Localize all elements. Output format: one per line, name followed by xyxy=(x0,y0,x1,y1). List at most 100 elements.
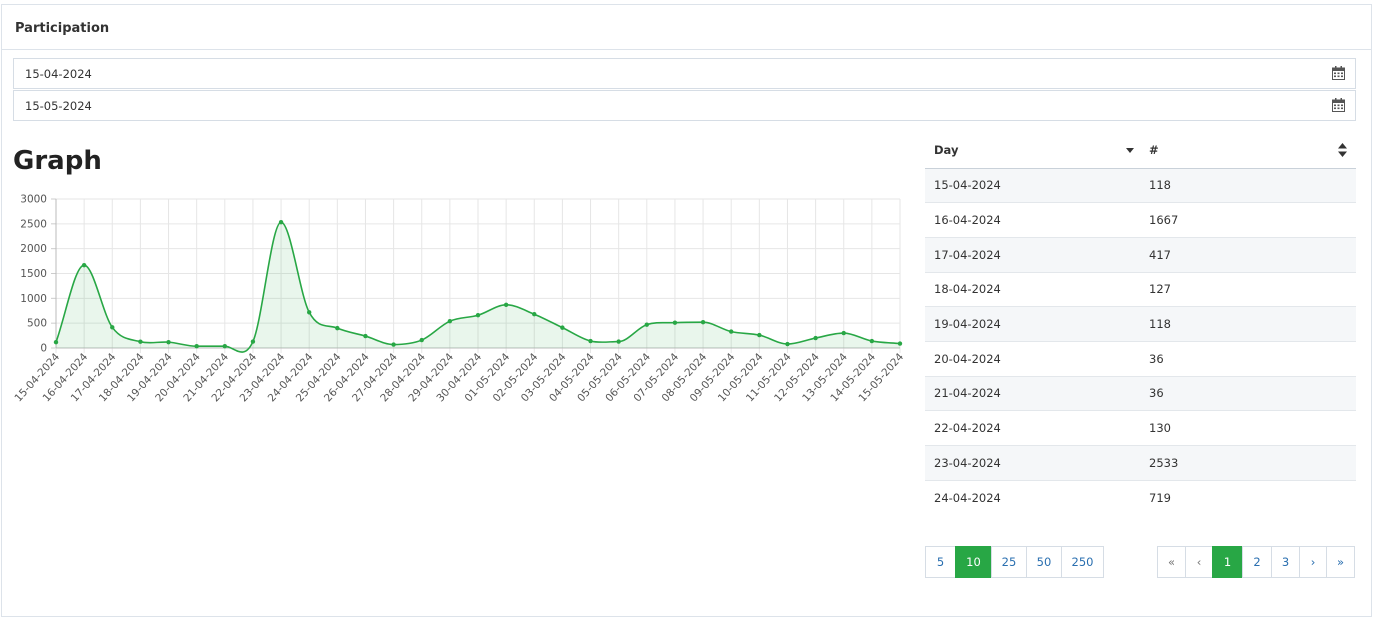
count-column-header[interactable]: # xyxy=(1140,132,1356,169)
count-cell: 719 xyxy=(1140,479,1356,515)
y-tick-label: 0 xyxy=(40,343,47,355)
data-point xyxy=(785,341,790,347)
page-button[interactable]: 2 xyxy=(1242,546,1272,578)
to-date-value: 15-05-2024 xyxy=(25,99,92,113)
first-page-button[interactable]: « xyxy=(1157,546,1186,578)
next-page-button[interactable]: › xyxy=(1299,546,1327,578)
data-point xyxy=(335,325,340,331)
graph-title: Graph xyxy=(13,146,102,176)
panel-title: Participation xyxy=(15,21,110,36)
data-point xyxy=(194,344,199,349)
panel-header: Participation xyxy=(2,5,1371,50)
day-header-label: Day xyxy=(934,142,959,157)
data-point xyxy=(813,335,818,341)
page-size-selector: 5 10 25 50 250 xyxy=(925,546,1104,578)
data-point xyxy=(672,320,678,325)
data-point xyxy=(447,318,453,324)
data-point xyxy=(419,337,424,343)
y-tick-label: 1500 xyxy=(20,268,47,280)
data-point xyxy=(138,339,143,344)
data-point xyxy=(757,332,762,338)
day-cell: 20-04-2024 xyxy=(925,340,1140,377)
data-point xyxy=(110,325,115,330)
table-body: 15-04-2024 118 16-04-2024 1667 17-04-2024 417… xyxy=(925,167,1356,515)
data-point xyxy=(250,339,256,344)
table-row: 24-04-2024 719 xyxy=(925,479,1356,515)
data-point xyxy=(897,341,903,346)
to-date-field[interactable]: 15-05-2024 xyxy=(13,90,1356,121)
last-page-button[interactable]: » xyxy=(1326,546,1355,578)
y-tick-label: 2500 xyxy=(20,218,47,230)
data-point xyxy=(307,310,312,315)
data-point xyxy=(222,344,227,349)
y-tick-label: 3000 xyxy=(20,194,47,206)
table-row: 22-04-2024 130 xyxy=(925,410,1356,446)
table-row: 20-04-2024 36 xyxy=(925,340,1356,377)
data-point xyxy=(475,313,481,318)
page-button[interactable]: 1 xyxy=(1212,546,1243,578)
calendar-icon[interactable] xyxy=(1332,66,1345,80)
data-point xyxy=(363,333,368,339)
data-point xyxy=(532,312,537,317)
page-button[interactable]: 3 xyxy=(1271,546,1300,578)
data-point xyxy=(391,342,396,347)
area-fill xyxy=(56,222,900,353)
page-size-option[interactable]: 50 xyxy=(1026,546,1062,578)
table-row: 23-04-2024 2533 xyxy=(925,445,1356,481)
count-cell: 36 xyxy=(1140,375,1356,411)
data-point xyxy=(700,319,706,325)
calendar-icon[interactable] xyxy=(1332,98,1345,112)
sort-descending-icon xyxy=(1126,148,1134,153)
count-cell: 417 xyxy=(1140,236,1356,273)
count-cell: 36 xyxy=(1140,340,1356,377)
data-point xyxy=(81,263,87,268)
data-point xyxy=(53,339,59,345)
sort-icon xyxy=(1338,143,1347,157)
data-point xyxy=(278,219,284,225)
day-cell: 21-04-2024 xyxy=(925,375,1140,411)
data-point xyxy=(166,339,171,345)
day-cell: 23-04-2024 xyxy=(925,445,1140,481)
data-point xyxy=(729,329,734,334)
table-row: 15-04-2024 118 xyxy=(925,167,1356,203)
table-row: 16-04-2024 1667 xyxy=(925,202,1356,238)
count-header-label: # xyxy=(1149,142,1159,157)
data-point xyxy=(503,302,509,307)
day-cell: 19-04-2024 xyxy=(925,306,1140,342)
table-row: 21-04-2024 36 xyxy=(925,375,1356,411)
table-row: 18-04-2024 127 xyxy=(925,271,1356,307)
table-header-row: Day # xyxy=(925,132,1356,169)
count-cell: 2533 xyxy=(1140,445,1356,481)
y-tick-label: 1000 xyxy=(20,293,47,305)
data-point xyxy=(560,325,565,330)
page-size-option[interactable]: 250 xyxy=(1061,546,1104,578)
page-size-option[interactable]: 25 xyxy=(991,546,1027,578)
data-point xyxy=(644,322,649,327)
from-date-field[interactable]: 15-04-2024 xyxy=(13,58,1356,89)
page-size-option[interactable]: 10 xyxy=(955,546,992,578)
count-cell: 1667 xyxy=(1140,202,1356,238)
count-cell: 127 xyxy=(1140,271,1356,307)
y-tick-label: 2000 xyxy=(20,243,47,255)
data-point xyxy=(841,330,846,336)
day-column-header[interactable]: Day xyxy=(925,132,1140,169)
data-point xyxy=(616,339,621,344)
data-point xyxy=(588,338,593,344)
day-cell: 18-04-2024 xyxy=(925,271,1140,307)
participation-chart: 05001000150020002500300015-04-202416-04-… xyxy=(12,194,906,405)
day-cell: 15-04-2024 xyxy=(925,167,1140,203)
data-point xyxy=(869,338,875,344)
count-cell: 130 xyxy=(1140,410,1356,446)
from-date-value: 15-04-2024 xyxy=(25,67,92,81)
count-cell: 118 xyxy=(1140,167,1356,203)
day-cell: 16-04-2024 xyxy=(925,202,1140,238)
table-row: 19-04-2024 118 xyxy=(925,306,1356,342)
y-tick-label: 500 xyxy=(27,318,47,330)
count-cell: 118 xyxy=(1140,306,1356,342)
day-cell: 17-04-2024 xyxy=(925,236,1140,273)
page-size-option[interactable]: 5 xyxy=(925,546,956,578)
participation-table: Day # 15-04-2024 118 16-04-2024 1667 17-04-2… xyxy=(925,132,1356,515)
day-cell: 24-04-2024 xyxy=(925,479,1140,515)
table-row: 17-04-2024 417 xyxy=(925,236,1356,273)
prev-page-button[interactable]: ‹ xyxy=(1185,546,1213,578)
